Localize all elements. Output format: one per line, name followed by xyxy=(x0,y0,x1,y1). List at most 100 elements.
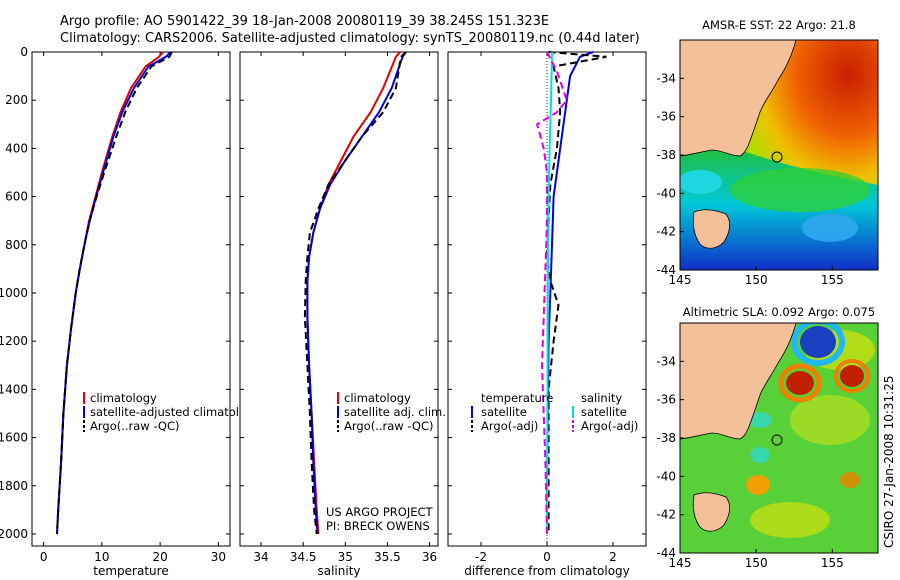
temperature-ytick-label: 1200 xyxy=(0,334,28,348)
sla-high-2 xyxy=(840,365,864,387)
salinity-xtick-label: 35.5 xyxy=(374,550,401,564)
temperature-ytick-label: 1400 xyxy=(0,382,28,396)
temperature-legend: climatology satellite-adjusted climatolo… xyxy=(83,391,260,433)
temperature-xtick-label: 0 xyxy=(40,550,48,564)
sst-map-field xyxy=(680,40,878,270)
sla-low-center xyxy=(800,326,836,358)
temperature-ytick-label: 800 xyxy=(5,238,28,252)
temperature-series-satellite-adjusted-climatology xyxy=(56,51,172,535)
diff-legend-label-sal-argo: Argo(-adj) xyxy=(581,419,638,433)
temperature-ytick-label: 400 xyxy=(5,141,28,155)
temperature-ytick-label: 1000 xyxy=(0,286,28,300)
difference-series-salinity-satellite xyxy=(546,51,553,535)
altimetric-sla-ytick-label: -38 xyxy=(656,431,676,445)
altimetric-sla-xtick-label: 145 xyxy=(669,556,692,570)
temperature-plot-frame xyxy=(31,51,231,547)
title-line-2: Climatology: CARS2006. Satellite-adjuste… xyxy=(60,31,640,46)
temperature-ytick-label: 1800 xyxy=(0,479,28,493)
sst-profile-marker xyxy=(771,151,783,163)
amsr-sst-xtick-label: 150 xyxy=(745,273,768,287)
salinity-chart: 34 34.5 35 35.5 36 salinity climatology sate… xyxy=(239,51,446,578)
diff-legend-label-temp-argo: Argo(-adj) xyxy=(481,419,538,433)
salinity-xtick-label: 35 xyxy=(338,550,353,564)
temp-legend-label-satellite: satellite-adjusted climatology xyxy=(90,405,260,419)
sst-map-title: AMSR-E SST: 22 Argo: 21.8 xyxy=(702,18,856,32)
amsr-sst-ytick-label: -36 xyxy=(656,110,676,124)
temperature-series xyxy=(56,51,173,535)
difference-chart: -2 0 2 difference from climatology tempera… xyxy=(447,51,647,578)
sst-map-axes: 145 150 155 -34 -36 -38 -40 -42 -44 xyxy=(656,71,843,287)
sla-map: Altimetric SLA: 0.092 Argo: 0.075 145 150… xyxy=(656,305,879,570)
temperature-axes: 0 10 20 30 0 200 400 600 800 1000 1200 1400 1600 1800… xyxy=(0,45,230,564)
altimetric-sla-xtick-label: 155 xyxy=(821,556,844,570)
temperature-xlabel: temperature xyxy=(93,564,168,578)
salinity-axes: 34 34.5 35 35.5 36 xyxy=(240,51,438,564)
sst-tasmania xyxy=(692,209,730,249)
temperature-ytick-label: 600 xyxy=(5,190,28,204)
salinity-xlabel: salinity xyxy=(317,564,360,578)
difference-series xyxy=(535,51,607,535)
sal-legend-label-satellite: satellite adj. clim. xyxy=(344,405,446,419)
sal-legend-label-climatology: climatology xyxy=(344,391,411,405)
temperature-chart: 0 10 20 30 0 200 400 600 800 1000 1200 1400 1600 1800… xyxy=(0,45,260,578)
altimetric-sla-ytick-label: -34 xyxy=(656,354,676,368)
sla-high-1-ring xyxy=(778,363,822,403)
sst-cyan-eddy-1 xyxy=(802,214,858,242)
temperature-xtick-label: 30 xyxy=(211,550,226,564)
altimetric-sla-ytick-label: -42 xyxy=(656,508,676,522)
footer-credit: CSIRO 27-Jan-2008 10:31:25 xyxy=(882,376,896,548)
sla-map-axes: 145 150 155 -34 -36 -38 -40 -42 -44 xyxy=(656,354,843,570)
sst-mainland xyxy=(680,40,797,157)
altimetric-sla-ytick-label: -44 xyxy=(656,546,676,560)
diff-legend-title-temperature: temperature xyxy=(481,391,553,405)
altimetric-sla-xtick-label: 150 xyxy=(745,556,768,570)
sst-green-patch xyxy=(730,168,870,212)
project-note-line-2: PI: BRECK OWENS xyxy=(326,519,430,533)
diff-legend-label-sal-satellite: satellite xyxy=(581,405,627,419)
amsr-sst-xtick-label: 155 xyxy=(821,273,844,287)
amsr-sst-ytick-label: -44 xyxy=(656,263,676,277)
title-line-1: Argo profile: AO 5901422_39 18-Jan-2008 … xyxy=(60,14,549,29)
temp-legend-label-argo: Argo(..raw -QC) xyxy=(90,419,180,433)
diff-legend-title-salinity: salinity xyxy=(581,391,622,405)
amsr-sst-ytick-label: -34 xyxy=(656,71,676,85)
sla-map-field xyxy=(680,323,878,553)
sla-high-1 xyxy=(786,371,814,395)
sst-map: AMSR-E SST: 22 Argo: 21.8 145 150 155 -34 -3… xyxy=(656,18,879,287)
temperature-series-argo-raw-qc xyxy=(56,51,173,535)
sla-cyan-patch-1 xyxy=(748,412,772,428)
amsr-sst-ytick-label: -38 xyxy=(656,148,676,162)
sla-orange-patch xyxy=(746,475,770,495)
sla-low-ring xyxy=(791,323,845,366)
sla-profile-marker xyxy=(771,434,783,446)
sst-cyan-eddy-2 xyxy=(680,170,722,194)
salinity-legend: climatology satellite adj. clim. Argo(..… xyxy=(337,391,446,433)
sla-orange-patch-2 xyxy=(840,472,860,488)
salinity-xtick-label: 36 xyxy=(422,550,437,564)
amsr-sst-xtick-label: 145 xyxy=(669,273,692,287)
difference-xtick-label: 0 xyxy=(543,550,551,564)
temperature-xtick-label: 20 xyxy=(152,550,167,564)
temperature-ytick-label: 0 xyxy=(20,45,28,59)
salinity-series xyxy=(303,51,407,535)
amsr-sst-ytick-label: -42 xyxy=(656,225,676,239)
temperature-ytick-label: 1600 xyxy=(0,431,28,445)
project-note-line-1: US ARGO PROJECT xyxy=(326,505,434,519)
altimetric-sla-ytick-label: -36 xyxy=(656,393,676,407)
salinity-series-argo-raw-qc xyxy=(303,51,407,535)
temperature-ytick-label: 2000 xyxy=(0,527,28,541)
sla-tasmania xyxy=(692,492,730,532)
difference-xtick-label: 2 xyxy=(609,550,617,564)
diff-legend-label-temp-satellite: satellite xyxy=(481,405,527,419)
salinity-xtick-label: 34 xyxy=(253,550,268,564)
amsr-sst-ytick-label: -40 xyxy=(656,186,676,200)
difference-xlabel: difference from climatology xyxy=(464,564,630,578)
sla-map-title: Altimetric SLA: 0.092 Argo: 0.075 xyxy=(683,305,875,319)
difference-legend: temperature satellite Argo(-adj) salinit… xyxy=(471,391,638,433)
temp-legend-label-climatology: climatology xyxy=(90,391,157,405)
sla-yellow-patch-2 xyxy=(790,395,870,445)
salinity-series-satellite-adj-clim xyxy=(306,51,407,535)
salinity-plot-frame xyxy=(239,51,439,547)
salinity-xtick-label: 34.5 xyxy=(290,550,317,564)
temperature-ytick-label: 200 xyxy=(5,93,28,107)
